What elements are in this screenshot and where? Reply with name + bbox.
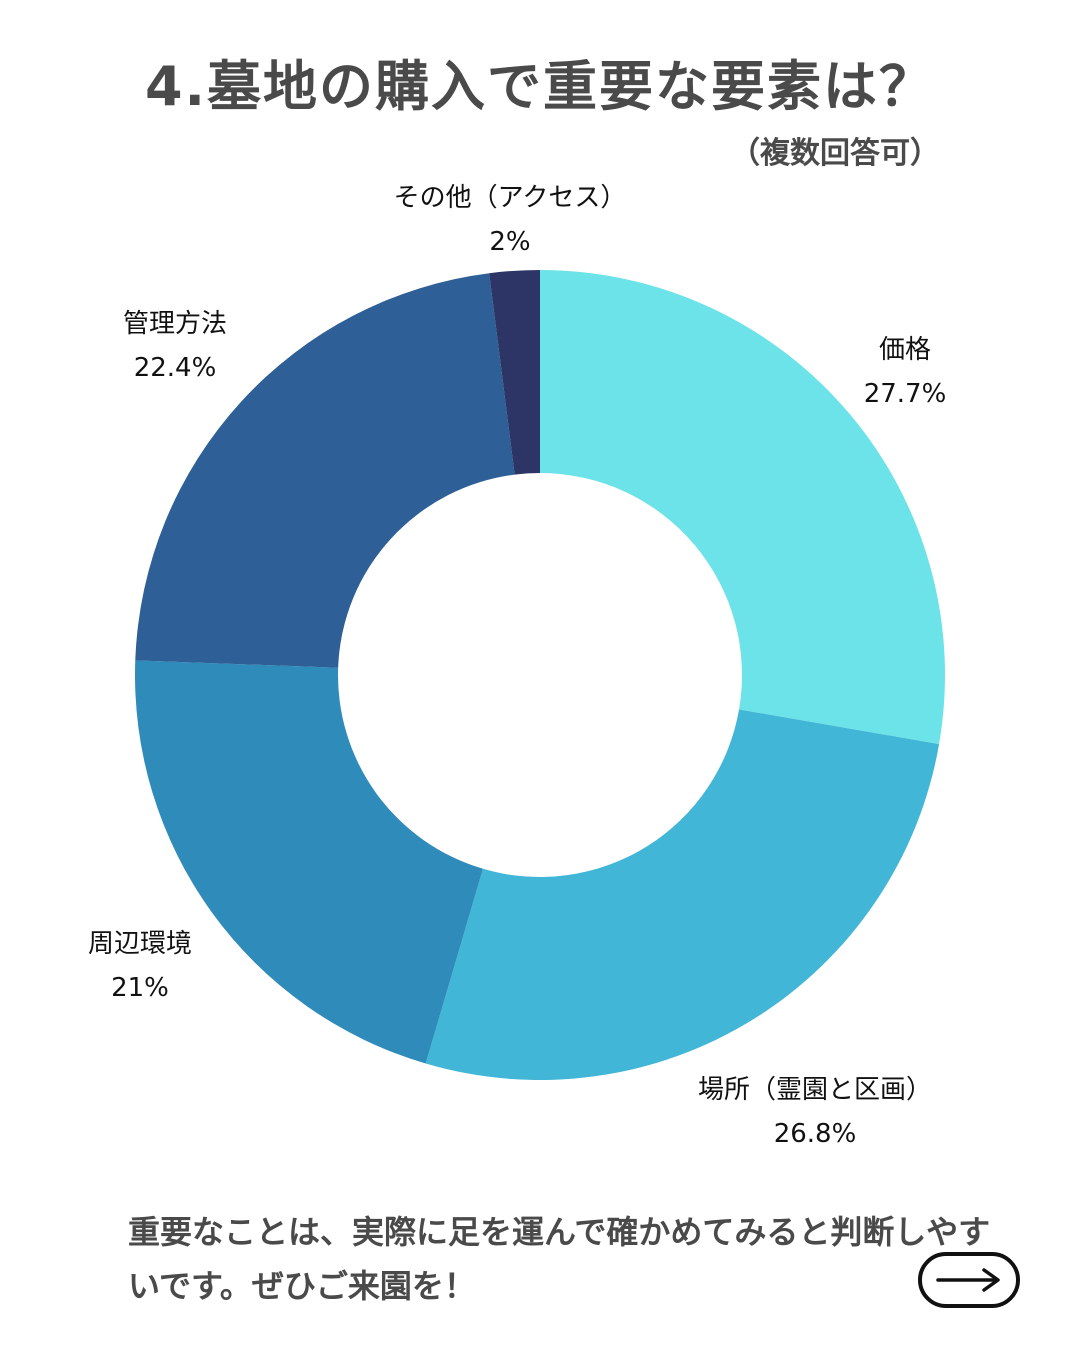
slice-label-location: 場所（霊園と区画） 26.8% bbox=[660, 1068, 970, 1156]
donut-slice-price bbox=[540, 270, 946, 745]
slice-label-price: 価格 27.7% bbox=[830, 328, 980, 416]
page-subtitle: （複数回答可） bbox=[730, 136, 940, 171]
page-title: 4.墓地の購入で重要な要素は？ bbox=[144, 55, 936, 118]
slice-label-text: 管理方法 bbox=[122, 309, 227, 339]
slice-value-label: 2% bbox=[489, 227, 531, 257]
slice-value-label: 21% bbox=[111, 973, 169, 1003]
donut-slice-surroundings bbox=[135, 660, 483, 1064]
arrow-right-icon bbox=[936, 1268, 1000, 1292]
donut-slice-other bbox=[489, 270, 540, 475]
slice-label-management: 管理方法 22.4% bbox=[95, 302, 255, 390]
slice-value-label: 27.7% bbox=[863, 379, 947, 409]
donut-slice-management bbox=[135, 273, 515, 668]
footer-message: 重要なことは、実際に足を運んで確かめてみると判断しやすいです。ぜひご来園を！ bbox=[128, 1213, 991, 1305]
slice-label-other: その他（アクセス） 2% bbox=[360, 176, 660, 264]
slice-label-text: 場所（霊園と区画） bbox=[697, 1075, 932, 1105]
slice-label-surroundings: 周辺環境 21% bbox=[60, 922, 220, 1010]
donut-slice-location bbox=[425, 709, 940, 1080]
next-button[interactable] bbox=[918, 1252, 1020, 1308]
slice-label-text: 価格 bbox=[878, 335, 931, 365]
slice-value-label: 22.4% bbox=[133, 353, 217, 383]
slice-label-text: 周辺環境 bbox=[87, 929, 192, 959]
slice-value-label: 26.8% bbox=[773, 1119, 857, 1149]
slice-label-text: その他（アクセス） bbox=[393, 183, 627, 213]
